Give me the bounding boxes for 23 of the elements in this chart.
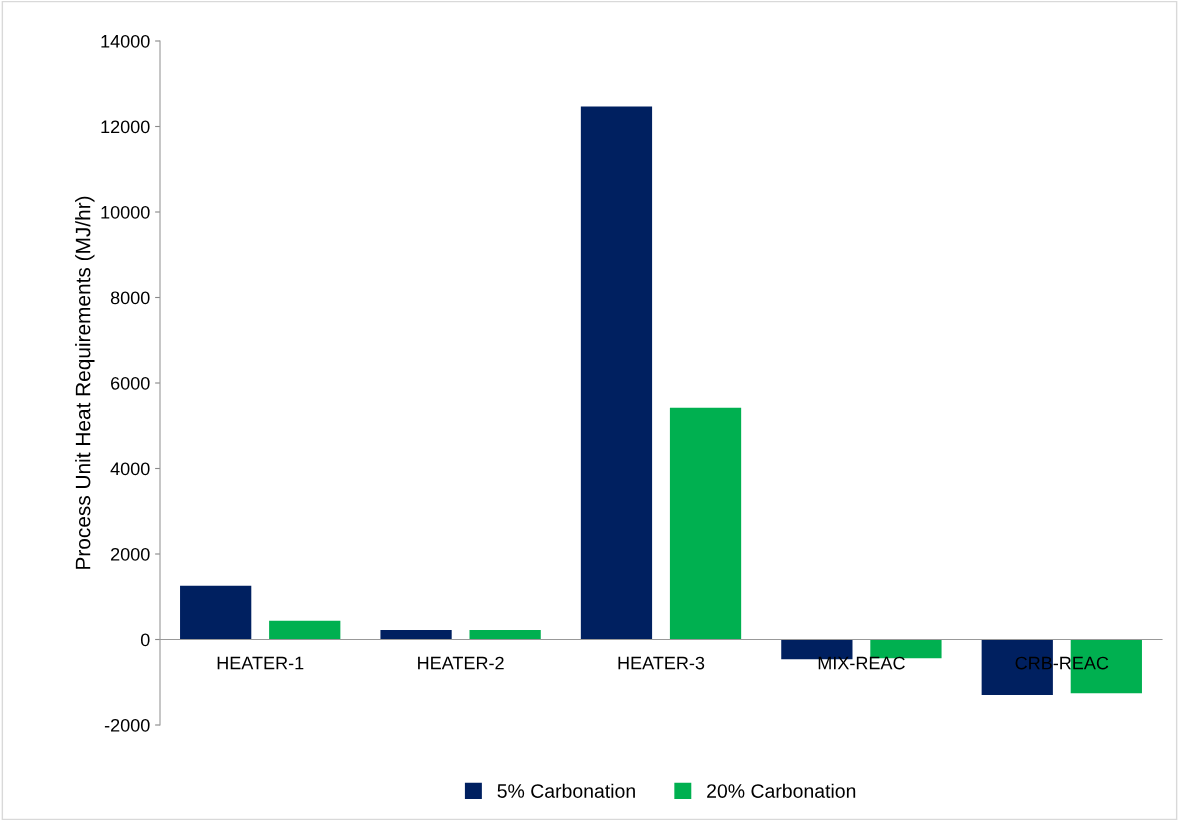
bar (380, 630, 452, 640)
x-tick-label: MIX-REAC (818, 656, 905, 670)
y-tick-label: 4000 (110, 462, 150, 476)
legend-label: 5% Carbonation (497, 783, 635, 798)
y-tick-label: 10000 (101, 205, 150, 219)
x-tick-label: HEATER-2 (418, 656, 504, 670)
x-tick-label: HEATER-1 (217, 656, 304, 670)
y-tick-label: 0 (140, 633, 150, 647)
bar (669, 407, 742, 640)
bar (580, 106, 653, 640)
y-tick-label: 12000 (101, 120, 150, 134)
y-axis-title: Process Unit Heat Requirements (MJ/hr) (75, 196, 95, 569)
legend-label: 20% Carbonation (707, 783, 856, 798)
y-tick-label: -2000 (104, 718, 150, 732)
x-tick-label: HEATER-3 (618, 656, 705, 670)
bar (180, 585, 252, 640)
y-tick-label: 2000 (111, 547, 150, 561)
bar (269, 620, 341, 640)
y-tick-label: 8000 (110, 291, 150, 305)
y-tick-label: 14000 (101, 34, 150, 48)
x-tick-label: CRB-REAC (1015, 656, 1109, 670)
bar (469, 630, 541, 640)
y-tick-label: 6000 (111, 376, 150, 390)
